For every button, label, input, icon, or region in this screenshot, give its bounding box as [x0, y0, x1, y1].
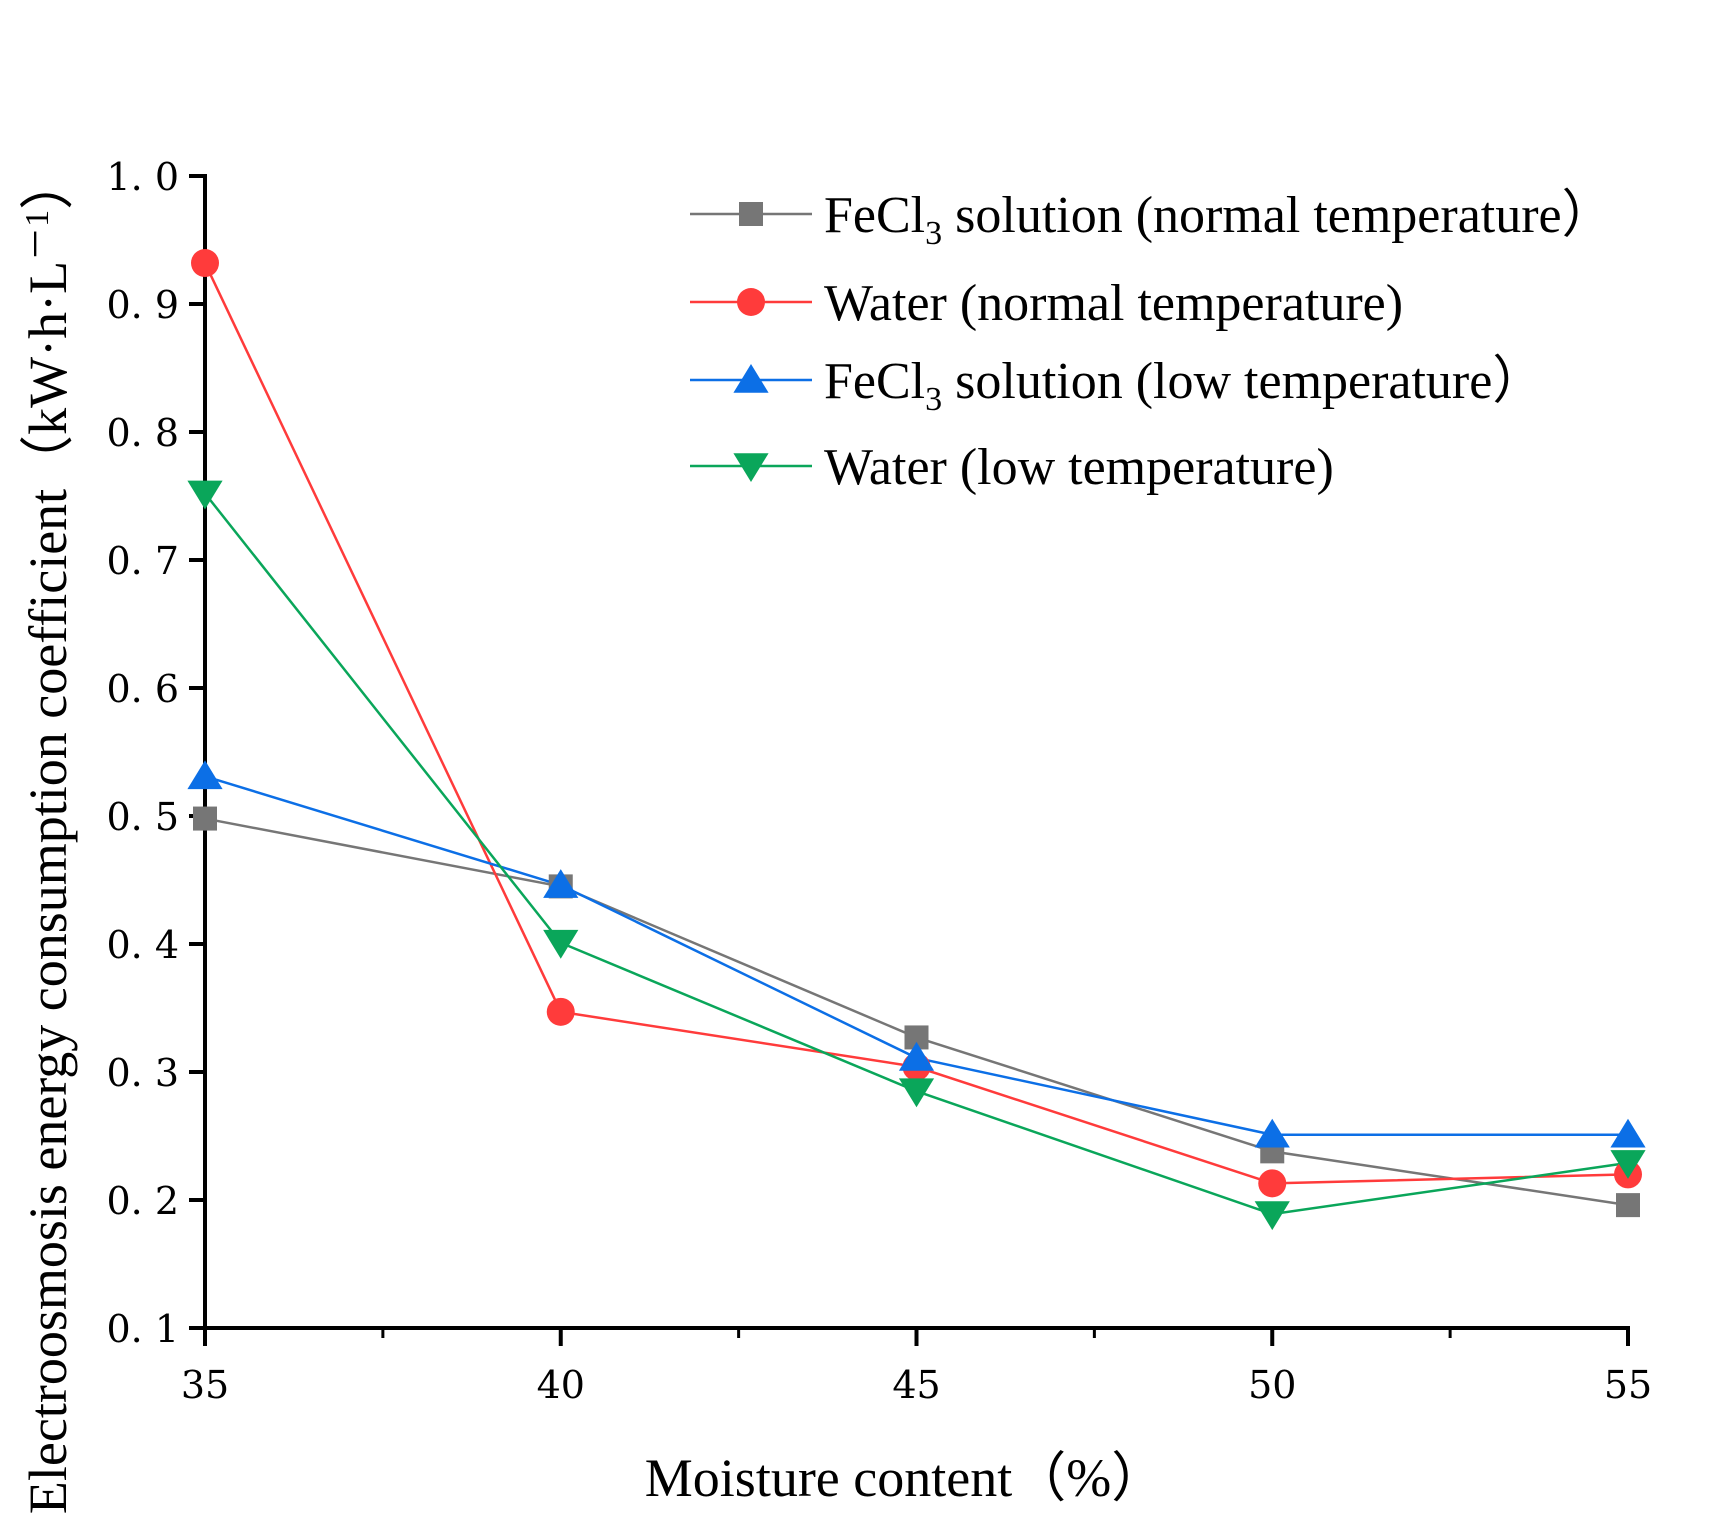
axes: 0. 1 0. 2 0. 3 0. 4 0. 5 0. 6 0. 7 0. 8 0. 9 1. 0… — [106, 155, 1652, 1407]
y-tick-label: 0. 8 — [106, 411, 179, 455]
data-point-s1-3 — [1258, 1169, 1287, 1198]
y-tick-label: 1. 0 — [106, 155, 179, 199]
data-point-s3-1 — [543, 929, 579, 959]
y-axis-title-exponent: －1 — [19, 210, 56, 261]
data-point-s2-2 — [898, 1041, 935, 1071]
data-point-s2-4 — [1610, 1118, 1646, 1148]
legend-label-subscript: 3 — [925, 381, 942, 418]
y-tick-label: 0. 6 — [106, 667, 179, 711]
data-point-s2-1 — [543, 869, 579, 898]
y-tick-label: 0. 3 — [106, 1051, 179, 1095]
legend-label-main: Water (low temperature) — [824, 439, 1334, 496]
y-tick-label: 0. 1 — [106, 1307, 179, 1351]
data-point-s0-0 — [193, 806, 217, 831]
x-axis-title: Moisture content（%） — [645, 1448, 1165, 1508]
y-axis-title-main: Electroosmosis energy consumption coeffi… — [18, 261, 78, 1514]
legend-marker-3 — [733, 453, 769, 482]
y-axis-title: Electroosmosis energy consumption coeffi… — [18, 156, 78, 1514]
legend-label-subscript: 3 — [925, 215, 942, 252]
data-point-s3-3 — [1254, 1201, 1290, 1231]
y-tick-label: 0. 2 — [106, 1179, 179, 1223]
legend-label-1: Water (normal temperature) — [824, 275, 1403, 332]
x-tick-label: 35 — [181, 1363, 229, 1407]
legend-label-2: FeCl3 solution (low temperature） — [824, 353, 1544, 418]
data-point-s3-0 — [187, 480, 223, 510]
y-tick-label: 0. 4 — [106, 923, 179, 967]
data-point-s2-3 — [1254, 1118, 1290, 1148]
data-point-s3-4 — [1610, 1150, 1646, 1179]
legend-label-main: Water (normal temperature) — [824, 275, 1403, 332]
legend-label-main: FeCl — [824, 187, 925, 244]
y-tick-label: 0. 7 — [106, 539, 179, 583]
data-point-s2-0 — [187, 760, 223, 790]
data-point-s3-2 — [898, 1078, 935, 1108]
series-markers — [187, 249, 1646, 1231]
x-tick-label: 40 — [537, 1363, 585, 1407]
x-tick-label: 50 — [1248, 1363, 1296, 1407]
data-point-s0-4 — [1616, 1193, 1640, 1218]
x-tick-label: 45 — [892, 1363, 940, 1407]
legend: FeCl3 solution (normal temperature）Water… — [690, 187, 1614, 496]
data-point-s1-0 — [191, 249, 219, 278]
legend-label-rest: solution (low temperature） — [942, 353, 1544, 410]
y-tick-label: 0. 9 — [106, 283, 179, 327]
legend-label-0: FeCl3 solution (normal temperature） — [824, 187, 1614, 252]
legend-marker-0 — [739, 202, 763, 226]
x-tick-label: 55 — [1604, 1363, 1652, 1407]
series-line-0 — [204, 817, 1629, 1207]
legend-marker-2 — [733, 364, 769, 393]
legend-label-rest: solution (normal temperature） — [942, 187, 1613, 244]
data-point-s1-1 — [546, 997, 575, 1026]
legend-label-3: Water (low temperature) — [824, 439, 1334, 496]
y-axis-title-close: ） — [18, 156, 78, 210]
legend-marker-1 — [737, 288, 765, 316]
legend-label-main: FeCl — [824, 353, 925, 410]
y-tick-label: 0. 5 — [106, 795, 179, 839]
